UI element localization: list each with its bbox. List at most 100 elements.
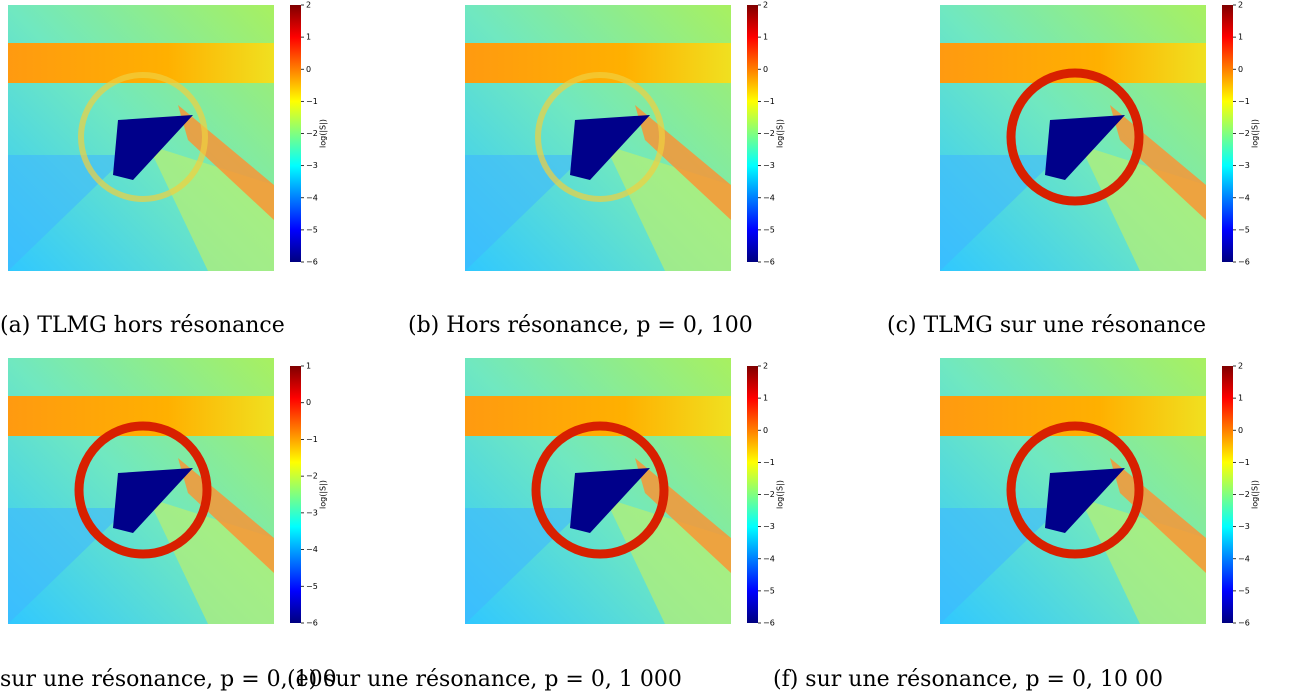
colorbar-tick-label: −3: [306, 508, 318, 517]
resonance-ring: [74, 421, 212, 559]
caption: (a) TLMG hors résonance: [0, 313, 285, 338]
colorbar: [290, 366, 301, 623]
colorbar: [1222, 366, 1233, 623]
colorbar-tick-label: −5: [306, 225, 318, 234]
colorbar-tick-label: −3: [1238, 522, 1250, 531]
colorbar-tick-label: −1: [1238, 97, 1250, 106]
colorbar-tick-label: −3: [306, 161, 318, 170]
colorbar-tick-label: −4: [763, 193, 775, 202]
colorbar-tick-label: −5: [1238, 586, 1250, 595]
colorbar-tick-label: 1: [763, 33, 768, 42]
colorbar-tick-label: 0: [306, 398, 311, 407]
colorbar-tick-label: −4: [306, 193, 318, 202]
colorbar: [1222, 5, 1233, 262]
colorbar-tick-label: −5: [306, 582, 318, 591]
panel: −6 −5 −4 −3 −2 −1 0 1 2 log(|S|) (a) TLMG hors rés…: [0, 1, 328, 339]
colorbar-tick-label: 0: [1238, 426, 1243, 435]
colorbar-label: log(|S|): [319, 480, 328, 509]
ray-region: [465, 155, 585, 271]
dark-core: [570, 468, 650, 533]
colorbar-tick-label: −5: [763, 586, 775, 595]
colorbar-tick-label: −2: [763, 490, 775, 499]
colorbar-tick-label: −1: [306, 97, 318, 106]
colorbar-tick-label: 2: [763, 1, 768, 10]
colorbar-tick-label: −2: [1238, 490, 1250, 499]
colorbar-tick-label: 0: [1238, 65, 1243, 74]
colorbar-tick-label: −6: [306, 619, 318, 628]
colorbar-tick-label: −4: [1238, 193, 1250, 202]
colorbar-tick-label: −2: [763, 129, 775, 138]
colorbar-tick-label: −1: [763, 97, 775, 106]
colorbar-tick-label: 2: [306, 1, 311, 10]
colorbar-tick-label: −3: [763, 522, 775, 531]
colorbar-tick-label: 1: [306, 362, 311, 371]
colorbar-tick-label: −2: [306, 472, 318, 481]
colorbar-tick-label: −2: [306, 129, 318, 138]
colorbar: [747, 5, 758, 262]
colorbar-tick-label: −1: [306, 435, 318, 444]
heatmap-image: [8, 5, 274, 271]
colorbar-tick-label: −6: [763, 258, 775, 267]
colorbar: [290, 5, 301, 262]
colorbar-tick-label: −6: [1238, 258, 1250, 267]
colorbar-label: log(|S|): [776, 119, 785, 148]
heatmap-image: [465, 358, 731, 624]
ray-region: [8, 155, 128, 271]
panel: −6 −5 −4 −3 −2 −1 0 1 2 log(|S|) (c) TLMG sur une …: [887, 1, 1260, 339]
caption: (c) TLMG sur une résonance: [887, 313, 1206, 338]
heatmap-image: [940, 358, 1206, 624]
dark-core: [113, 115, 193, 180]
colorbar-tick-label: 1: [306, 33, 311, 42]
dark-core: [1045, 115, 1125, 180]
heatmap-image: [940, 5, 1206, 271]
caption: (b) Hors résonance, p = 0, 100: [408, 313, 753, 338]
orange-beam: [1110, 105, 1206, 220]
colorbar-label: log(|S|): [1251, 480, 1260, 509]
colorbar-tick-label: 2: [763, 362, 768, 371]
orange-beam: [635, 458, 731, 573]
resonance-ring: [531, 421, 669, 559]
colorbar-label: log(|S|): [1251, 119, 1260, 148]
colorbar-tick-label: 0: [763, 65, 768, 74]
heatmap-image: [465, 5, 731, 271]
colorbar-tick-label: −4: [1238, 554, 1250, 563]
colorbar-tick-label: −6: [763, 619, 775, 628]
colorbar-tick-label: −3: [763, 161, 775, 170]
colorbar-tick-label: 2: [1238, 1, 1243, 10]
halo: [78, 72, 208, 202]
colorbar-tick-label: −3: [1238, 161, 1250, 170]
colorbar-tick-label: 1: [1238, 394, 1243, 403]
colorbar-tick-label: 1: [1238, 33, 1243, 42]
colorbar-tick-label: −5: [763, 225, 775, 234]
colorbar-tick-label: −1: [1238, 458, 1250, 467]
resonance-ring: [1006, 421, 1144, 559]
orange-beam: [178, 458, 274, 573]
resonance-ring: [1006, 68, 1144, 206]
dark-core: [1045, 468, 1125, 533]
caption: sur une résonance, p = 0, 100: [0, 667, 337, 692]
colorbar-tick-label: 0: [763, 426, 768, 435]
colorbar-tick-label: −4: [763, 554, 775, 563]
colorbar-tick-label: −1: [763, 458, 775, 467]
colorbar-tick-label: 1: [763, 394, 768, 403]
colorbar-tick-label: −6: [1238, 619, 1250, 628]
dark-core: [570, 115, 650, 180]
colorbar-tick-label: −6: [306, 258, 318, 267]
caption: (f) sur une résonance, p = 0, 10 00: [773, 667, 1163, 692]
colorbar-label: log(|S|): [319, 119, 328, 148]
colorbar: [747, 366, 758, 623]
colorbar-tick-label: −4: [306, 545, 318, 554]
orange-beam: [1110, 458, 1206, 573]
colorbar-tick-label: −5: [1238, 225, 1250, 234]
panel: −6 −5 −4 −3 −2 −1 0 1 2 log(|S|) (b) Hors résonanc…: [408, 1, 785, 339]
colorbar-tick-label: −2: [1238, 129, 1250, 138]
panel: −6 −5 −4 −3 −2 −1 0 1 log(|S|) sur une résonance,…: [0, 358, 337, 692]
colorbar-label: log(|S|): [776, 480, 785, 509]
panel: −6 −5 −4 −3 −2 −1 0 1 2 log(|S|) (e) sur une réson…: [287, 358, 785, 692]
halo: [535, 72, 665, 202]
heatmap-image: [8, 358, 274, 624]
colorbar-tick-label: 2: [1238, 362, 1243, 371]
dark-core: [113, 468, 193, 533]
panel: −6 −5 −4 −3 −2 −1 0 1 2 log(|S|) (f) sur une réson…: [773, 358, 1260, 692]
